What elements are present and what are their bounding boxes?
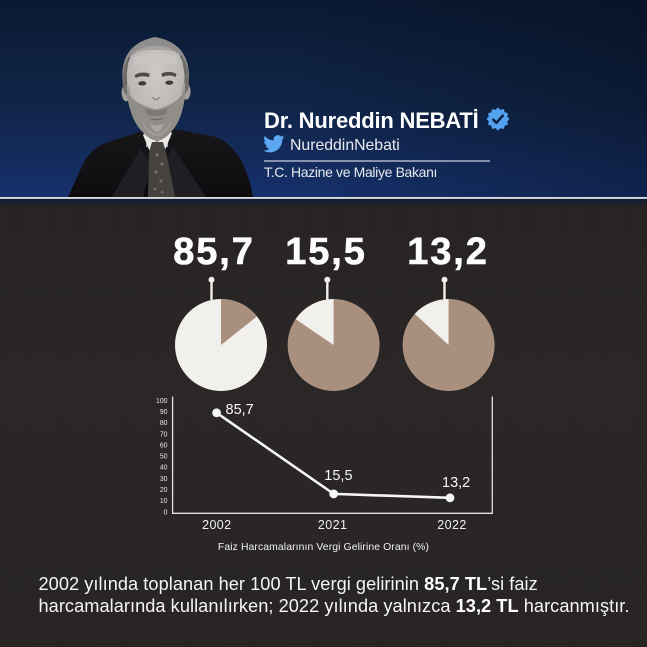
- svg-text:40: 40: [160, 465, 168, 472]
- svg-text:60: 60: [160, 443, 168, 450]
- svg-text:90: 90: [160, 409, 168, 416]
- svg-text:50: 50: [160, 454, 168, 461]
- svg-text:80: 80: [160, 420, 168, 427]
- svg-text:10: 10: [160, 498, 168, 505]
- svg-text:20: 20: [160, 487, 168, 494]
- svg-text:30: 30: [160, 476, 168, 483]
- svg-text:100: 100: [156, 398, 168, 405]
- svg-text:0: 0: [164, 509, 168, 516]
- svg-text:70: 70: [160, 431, 168, 438]
